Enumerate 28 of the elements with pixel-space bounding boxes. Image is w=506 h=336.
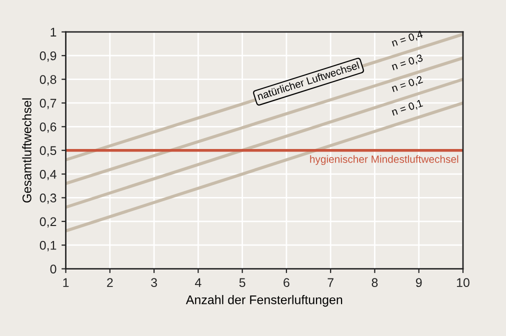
y-tick-label: 0,5 [40,146,56,156]
y-tick-label: 0,8 [40,75,56,86]
text: n = 0,1 [391,99,424,117]
x-tick-label: 8 [372,278,378,288]
y-axis-title: Gesamtluftwechsel [22,98,32,203]
text: n = 0,3 [391,54,424,72]
y-tick-label: 0,6 [40,122,56,133]
x-tick-label: 1 [63,278,69,287]
y-tick-label: 0,2 [40,217,56,228]
y-tick-label: 0 [50,264,56,274]
x-tick-label: 7 [328,278,334,287]
x-tick-label: 2 [107,278,113,287]
y-tick-label: 0,9 [40,51,56,62]
x-tick-label: 3 [151,278,157,288]
x-tick-label: 9 [416,278,422,288]
x-tick-label: 4 [194,278,202,287]
text: n = 0,2 [391,76,424,94]
y-tick-label: 0,7 [40,98,56,110]
y-tick-label: 0,3 [40,194,56,204]
y-tick-label: 0,4 [40,170,56,180]
x-tick-label: 5 [239,278,246,288]
y-tick-label: 1 [50,28,56,36]
ref-line-label: hygienischer Mindestluftwechsel [310,155,458,165]
text: n = 0,4 [391,30,424,48]
x-axis-title: Anzahl der Fensterluftungen [186,295,342,307]
x-tick-label: 6 [284,278,290,288]
y-tick-label: 0,1 [40,240,56,252]
x-tick-label: 10 [456,278,470,288]
